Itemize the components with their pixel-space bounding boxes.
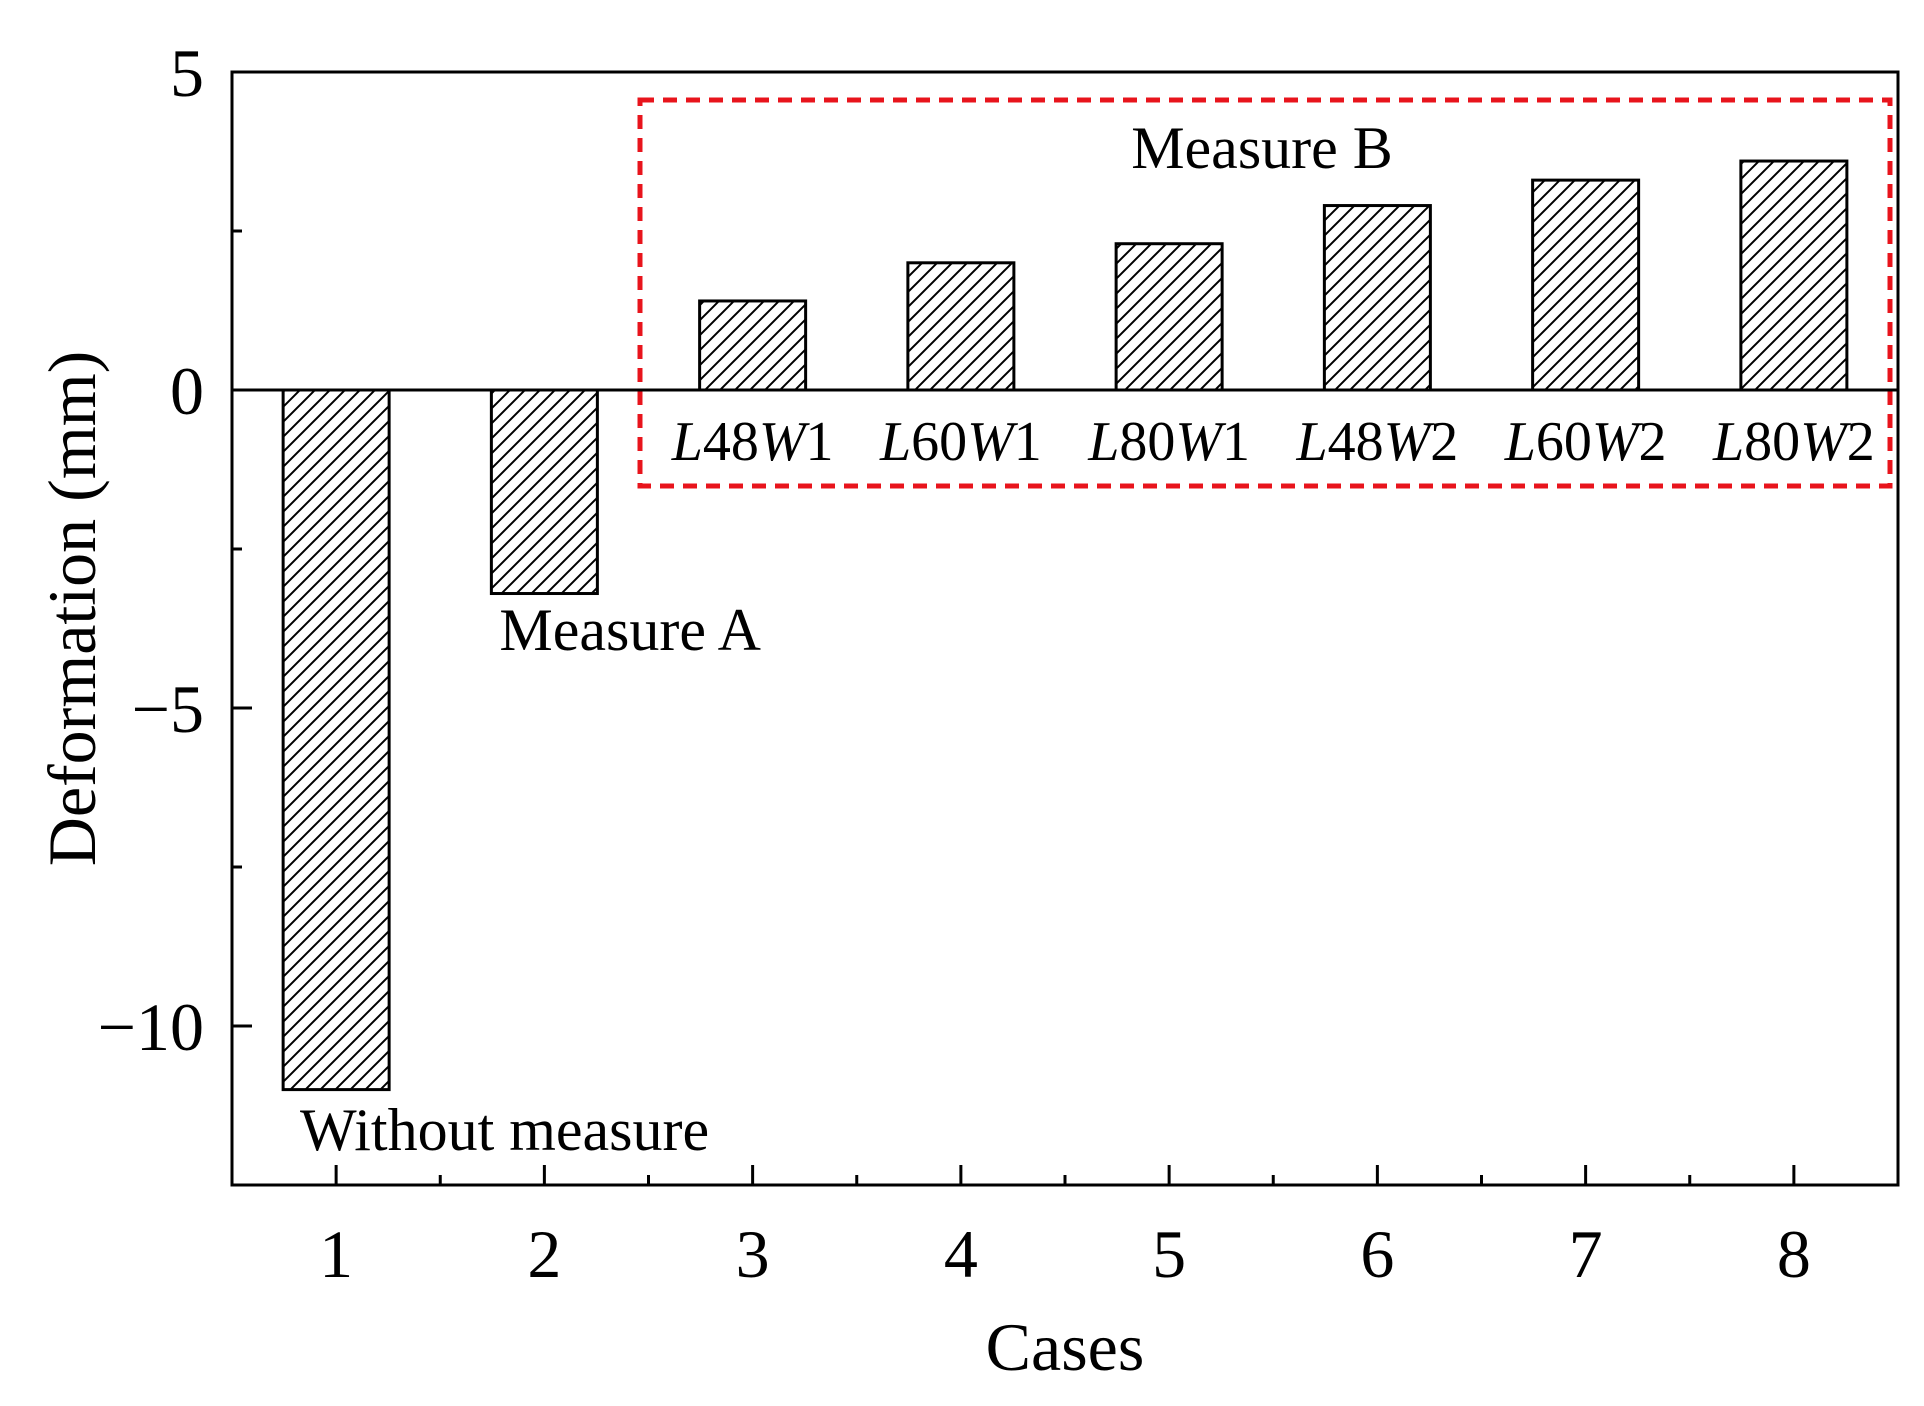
group-label-3: L80W1 bbox=[1087, 411, 1250, 473]
group-label-part: W bbox=[1592, 411, 1643, 473]
group-label-1: L48W1 bbox=[671, 411, 834, 473]
group-label-part: L bbox=[1295, 411, 1327, 473]
group-label-part: W bbox=[1175, 411, 1226, 473]
group-label-part: L bbox=[671, 411, 703, 473]
bar-case-1 bbox=[281, 388, 391, 1092]
without-measure-label: Without measure bbox=[300, 1097, 709, 1163]
group-label-part: W bbox=[759, 411, 810, 473]
measure-a-label: Measure A bbox=[499, 597, 761, 663]
group-label-part: 2 bbox=[1847, 411, 1875, 473]
y-tick-label: −5 bbox=[132, 671, 204, 747]
group-label-part: L bbox=[1504, 411, 1536, 473]
group-label-part: W bbox=[967, 411, 1018, 473]
x-tick-label: 1 bbox=[319, 1216, 353, 1292]
bar-case-3 bbox=[698, 299, 808, 392]
y-tick-label: 5 bbox=[170, 35, 204, 111]
group-label-part: 48 bbox=[1328, 411, 1384, 473]
group-label-part: 1 bbox=[1014, 411, 1042, 473]
x-tick-label: 5 bbox=[1152, 1216, 1186, 1292]
group-label-part: 80 bbox=[1119, 411, 1175, 473]
group-label-part: 2 bbox=[1430, 411, 1458, 473]
group-label-2: L60W1 bbox=[879, 411, 1042, 473]
x-tick-label: 6 bbox=[1360, 1216, 1394, 1292]
group-label-part: L bbox=[879, 411, 911, 473]
bar-case-2 bbox=[489, 388, 599, 596]
x-tick-label: 2 bbox=[527, 1216, 561, 1292]
group-label-part: 60 bbox=[1536, 411, 1592, 473]
group-label-part: L bbox=[1712, 411, 1744, 473]
group-label-part: 1 bbox=[1222, 411, 1250, 473]
group-label-part: 48 bbox=[703, 411, 759, 473]
y-axis-title: Deformation (mm) bbox=[34, 351, 110, 867]
x-tick-label: 8 bbox=[1777, 1216, 1811, 1292]
group-label-part: W bbox=[1384, 411, 1435, 473]
bar-case-8 bbox=[1739, 159, 1849, 392]
bar-case-6 bbox=[1322, 204, 1432, 392]
group-label-part: 60 bbox=[911, 411, 967, 473]
x-tick-label: 4 bbox=[944, 1216, 978, 1292]
x-tick-label: 7 bbox=[1569, 1216, 1603, 1292]
axes-layer: 1 2 3 4 5 6 7 8 5 0 −5 −10 Cases Deformation (mm) bbox=[34, 35, 1900, 1385]
bar-case-7 bbox=[1531, 178, 1641, 392]
group-label-4: L48W2 bbox=[1295, 411, 1458, 473]
group-label-part: 2 bbox=[1639, 411, 1667, 473]
group-label-part: W bbox=[1800, 411, 1851, 473]
bars-layer bbox=[281, 159, 1849, 1092]
bar-case-4 bbox=[906, 261, 1016, 392]
y-tick-label: −10 bbox=[98, 989, 204, 1065]
plot-frame bbox=[230, 70, 1900, 1187]
group-label-5: L60W2 bbox=[1504, 411, 1667, 473]
y-tick-label: 0 bbox=[170, 353, 204, 429]
group-label-6: L80W2 bbox=[1712, 411, 1875, 473]
measure-b-label: Measure B bbox=[1131, 115, 1393, 181]
x-tick-label: 3 bbox=[736, 1216, 770, 1292]
measure-b-box bbox=[637, 97, 1893, 489]
group-label-part: 80 bbox=[1744, 411, 1800, 473]
x-axis-title: Cases bbox=[986, 1309, 1145, 1385]
group-label-part: 1 bbox=[806, 411, 834, 473]
bar-case-5 bbox=[1114, 242, 1224, 392]
group-label-part: L bbox=[1087, 411, 1119, 473]
